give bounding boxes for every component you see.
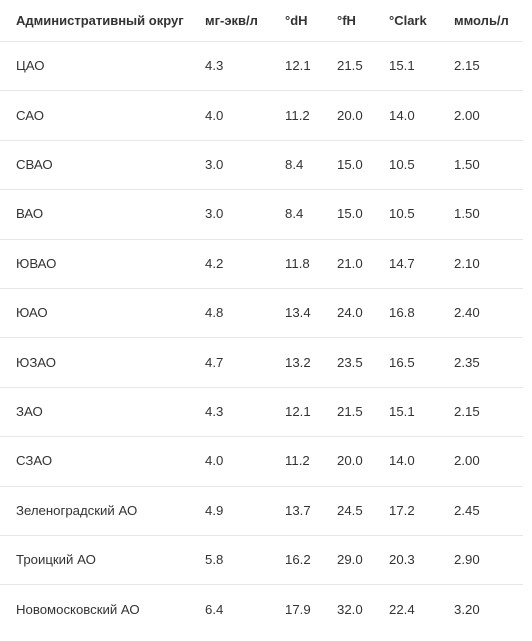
cell-mmol: 2.15 <box>454 403 480 419</box>
table-row: ЮВАО 4.2 11.8 21.0 14.7 2.10 <box>0 240 523 289</box>
table-row: ЮАО 4.8 13.4 24.0 16.8 2.40 <box>0 289 523 339</box>
cell-clark: 16.8 <box>389 305 415 321</box>
cell-mmol: 1.50 <box>454 156 480 172</box>
column-header-clark: °Clark <box>389 12 427 28</box>
cell-dh: 8.4 <box>285 206 304 222</box>
cell-district: САО <box>16 107 44 123</box>
cell-meq: 4.3 <box>205 403 224 419</box>
cell-fh: 21.0 <box>337 255 363 271</box>
cell-district: ЮЗАО <box>16 354 57 370</box>
cell-meq: 4.7 <box>205 354 224 370</box>
table-row: Новомосковский АО 6.4 17.9 32.0 22.4 3.20 <box>0 585 523 634</box>
cell-fh: 20.0 <box>337 453 363 469</box>
cell-fh: 24.5 <box>337 502 363 518</box>
cell-dh: 13.7 <box>285 502 311 518</box>
cell-district: Зеленоградский АО <box>16 502 138 518</box>
table-row: Зеленоградский АО 4.9 13.7 24.5 17.2 2.45 <box>0 487 523 536</box>
cell-district: Троицкий АО <box>16 552 96 568</box>
table-row: СЗАО 4.0 11.2 20.0 14.0 2.00 <box>0 437 523 487</box>
cell-fh: 15.0 <box>337 206 363 222</box>
cell-fh: 32.0 <box>337 601 363 617</box>
table-row: ЦАО 4.3 12.1 21.5 15.1 2.15 <box>0 42 523 92</box>
cell-meq: 4.2 <box>205 255 224 271</box>
cell-dh: 11.2 <box>285 107 310 123</box>
cell-district: ЮАО <box>16 305 48 321</box>
cell-meq: 3.0 <box>205 206 224 222</box>
cell-clark: 10.5 <box>389 156 415 172</box>
cell-dh: 13.2 <box>285 354 311 370</box>
cell-meq: 3.0 <box>205 156 224 172</box>
cell-dh: 17.9 <box>285 601 311 617</box>
cell-meq: 4.9 <box>205 502 224 518</box>
cell-district: Новомосковский АО <box>16 601 140 617</box>
cell-mmol: 1.50 <box>454 206 480 222</box>
cell-fh: 21.5 <box>337 403 363 419</box>
cell-meq: 4.8 <box>205 305 224 321</box>
cell-mmol: 2.90 <box>454 552 480 568</box>
cell-mmol: 2.00 <box>454 107 480 123</box>
cell-clark: 15.1 <box>389 403 415 419</box>
column-header-meq: мг-экв/л <box>205 12 258 28</box>
cell-dh: 12.1 <box>285 403 311 419</box>
cell-meq: 5.8 <box>205 552 224 568</box>
table-header-row: Административный округ мг-экв/л °dH °fH … <box>0 0 523 42</box>
cell-clark: 14.0 <box>389 107 415 123</box>
cell-meq: 4.0 <box>205 107 224 123</box>
cell-district: ЦАО <box>16 58 45 74</box>
cell-district: ЗАО <box>16 403 43 419</box>
cell-mmol: 3.20 <box>454 601 480 617</box>
cell-fh: 20.0 <box>337 107 363 123</box>
cell-district: ВАО <box>16 206 44 222</box>
table-row: САО 4.0 11.2 20.0 14.0 2.00 <box>0 91 523 141</box>
cell-meq: 6.4 <box>205 601 224 617</box>
cell-dh: 8.4 <box>285 156 304 172</box>
column-header-fh: °fH <box>337 12 356 28</box>
cell-mmol: 2.10 <box>454 255 480 271</box>
cell-mmol: 2.15 <box>454 58 480 74</box>
column-header-district: Административный округ <box>16 12 184 28</box>
table-row: ЮЗАО 4.7 13.2 23.5 16.5 2.35 <box>0 338 523 388</box>
cell-fh: 15.0 <box>337 156 363 172</box>
cell-dh: 13.4 <box>285 305 311 321</box>
cell-mmol: 2.35 <box>454 354 480 370</box>
cell-district: ЮВАО <box>16 255 57 271</box>
cell-mmol: 2.40 <box>454 305 480 321</box>
table-row: СВАО 3.0 8.4 15.0 10.5 1.50 <box>0 141 523 191</box>
cell-fh: 24.0 <box>337 305 363 321</box>
table-body: ЦАО 4.3 12.1 21.5 15.1 2.15 САО 4.0 11.2 20.0 14.0… <box>0 42 523 635</box>
cell-dh: 12.1 <box>285 58 311 74</box>
cell-clark: 15.1 <box>389 58 415 74</box>
cell-clark: 16.5 <box>389 354 415 370</box>
cell-dh: 11.2 <box>285 453 310 469</box>
cell-mmol: 2.00 <box>454 453 480 469</box>
cell-clark: 17.2 <box>389 502 415 518</box>
cell-fh: 23.5 <box>337 354 363 370</box>
cell-clark: 14.7 <box>389 255 415 271</box>
cell-fh: 29.0 <box>337 552 363 568</box>
cell-district: СЗАО <box>16 453 53 469</box>
column-header-mmol: ммоль/л <box>454 12 509 28</box>
cell-district: СВАО <box>16 156 53 172</box>
cell-dh: 16.2 <box>285 552 311 568</box>
cell-meq: 4.0 <box>205 453 224 469</box>
cell-meq: 4.3 <box>205 58 224 74</box>
cell-clark: 10.5 <box>389 206 415 222</box>
table-row: ВАО 3.0 8.4 15.0 10.5 1.50 <box>0 190 523 240</box>
cell-clark: 20.3 <box>389 552 415 568</box>
table-row: Троицкий АО 5.8 16.2 29.0 20.3 2.90 <box>0 536 523 586</box>
column-header-dh: °dH <box>285 12 308 28</box>
cell-fh: 21.5 <box>337 58 363 74</box>
cell-clark: 14.0 <box>389 453 415 469</box>
table-row: ЗАО 4.3 12.1 21.5 15.1 2.15 <box>0 388 523 438</box>
cell-mmol: 2.45 <box>454 502 480 518</box>
cell-dh: 11.8 <box>285 255 310 271</box>
cell-clark: 22.4 <box>389 601 415 617</box>
